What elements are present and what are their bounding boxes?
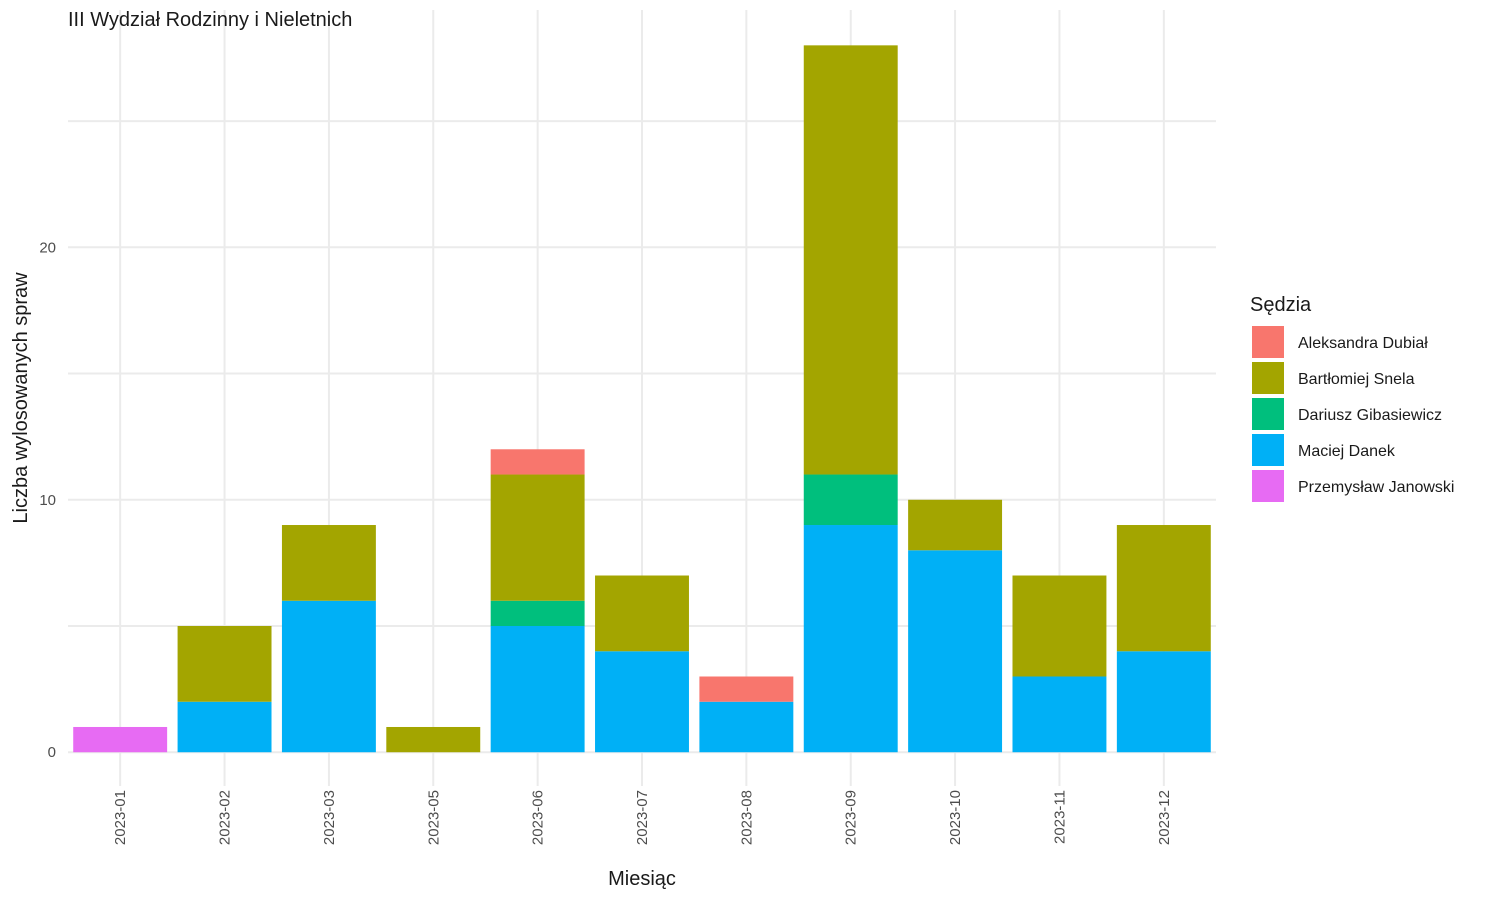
chart-title: III Wydział Rodzinny i Nieletnich xyxy=(68,9,352,31)
bar-segment xyxy=(1012,575,1107,677)
x-axis-title: Miesiąc xyxy=(608,868,676,890)
bar-segment xyxy=(803,474,898,526)
bar-segment xyxy=(699,701,794,753)
bar-segment xyxy=(908,499,1003,551)
x-axis-ticks: 2023-01 2023-02 2023-03 2023-05 2023-06 2023-… xyxy=(112,780,1173,845)
bar-segment xyxy=(281,600,376,753)
bar-segment xyxy=(699,676,794,702)
y-axis-title: Liczba wylosowanych spraw xyxy=(10,272,32,524)
bar-segment xyxy=(595,575,689,652)
bar-segment xyxy=(177,626,272,702)
legend-items: Aleksandra Dubiał Bartłomiej Snela Dariusz… xyxy=(1252,326,1454,502)
legend-key xyxy=(1252,362,1284,394)
y-tick-label: 0 xyxy=(48,744,56,761)
x-tick-label: 2023-02 xyxy=(217,790,234,845)
x-tick-label: 2023-03 xyxy=(321,790,338,845)
bar-segment xyxy=(595,651,689,753)
legend-label: Przemysław Janowski xyxy=(1298,479,1454,496)
legend: Sędzia Aleksandra Dubiał Bartłomiej Snela… xyxy=(1250,294,1454,502)
x-tick-label: 2023-09 xyxy=(843,790,860,845)
bars xyxy=(73,45,1211,753)
y-tick-label: 20 xyxy=(39,239,56,256)
y-axis-ticks: 0 10 20 xyxy=(39,239,56,761)
x-tick-label: 2023-11 xyxy=(1051,790,1068,844)
legend-label: Dariusz Gibasiewicz xyxy=(1298,407,1442,424)
legend-key xyxy=(1252,470,1284,502)
x-tick-label: 2023-07 xyxy=(634,790,651,845)
bar-segment xyxy=(490,626,585,753)
x-tick-label: 2023-10 xyxy=(947,790,964,845)
x-tick-label: 2023-01 xyxy=(112,790,129,845)
legend-title: Sędzia xyxy=(1250,294,1312,316)
bar-segment xyxy=(386,726,481,753)
bar-segment xyxy=(177,701,272,753)
legend-key xyxy=(1252,434,1284,466)
bar-segment xyxy=(490,474,585,601)
y-tick-label: 10 xyxy=(39,492,56,509)
x-tick-label: 2023-12 xyxy=(1156,790,1173,845)
bar-segment xyxy=(1116,651,1211,753)
bar-segment xyxy=(803,45,898,475)
bar-segment xyxy=(1012,676,1107,753)
bar-segment xyxy=(281,525,376,601)
bar-segment xyxy=(1116,525,1211,652)
x-tick-label: 2023-06 xyxy=(530,790,547,845)
legend-label: Maciej Danek xyxy=(1298,443,1396,460)
legend-label: Bartłomiej Snela xyxy=(1298,371,1415,388)
x-tick-label: 2023-08 xyxy=(738,790,755,845)
bar-segment xyxy=(803,525,898,753)
bar-segment xyxy=(73,726,168,753)
legend-key xyxy=(1252,326,1284,358)
legend-label: Aleksandra Dubiał xyxy=(1298,335,1428,352)
bar-segment xyxy=(490,449,585,475)
legend-key xyxy=(1252,398,1284,430)
bar-segment xyxy=(908,550,1003,753)
x-tick-label: 2023-05 xyxy=(425,790,442,845)
bar-segment xyxy=(490,600,585,626)
